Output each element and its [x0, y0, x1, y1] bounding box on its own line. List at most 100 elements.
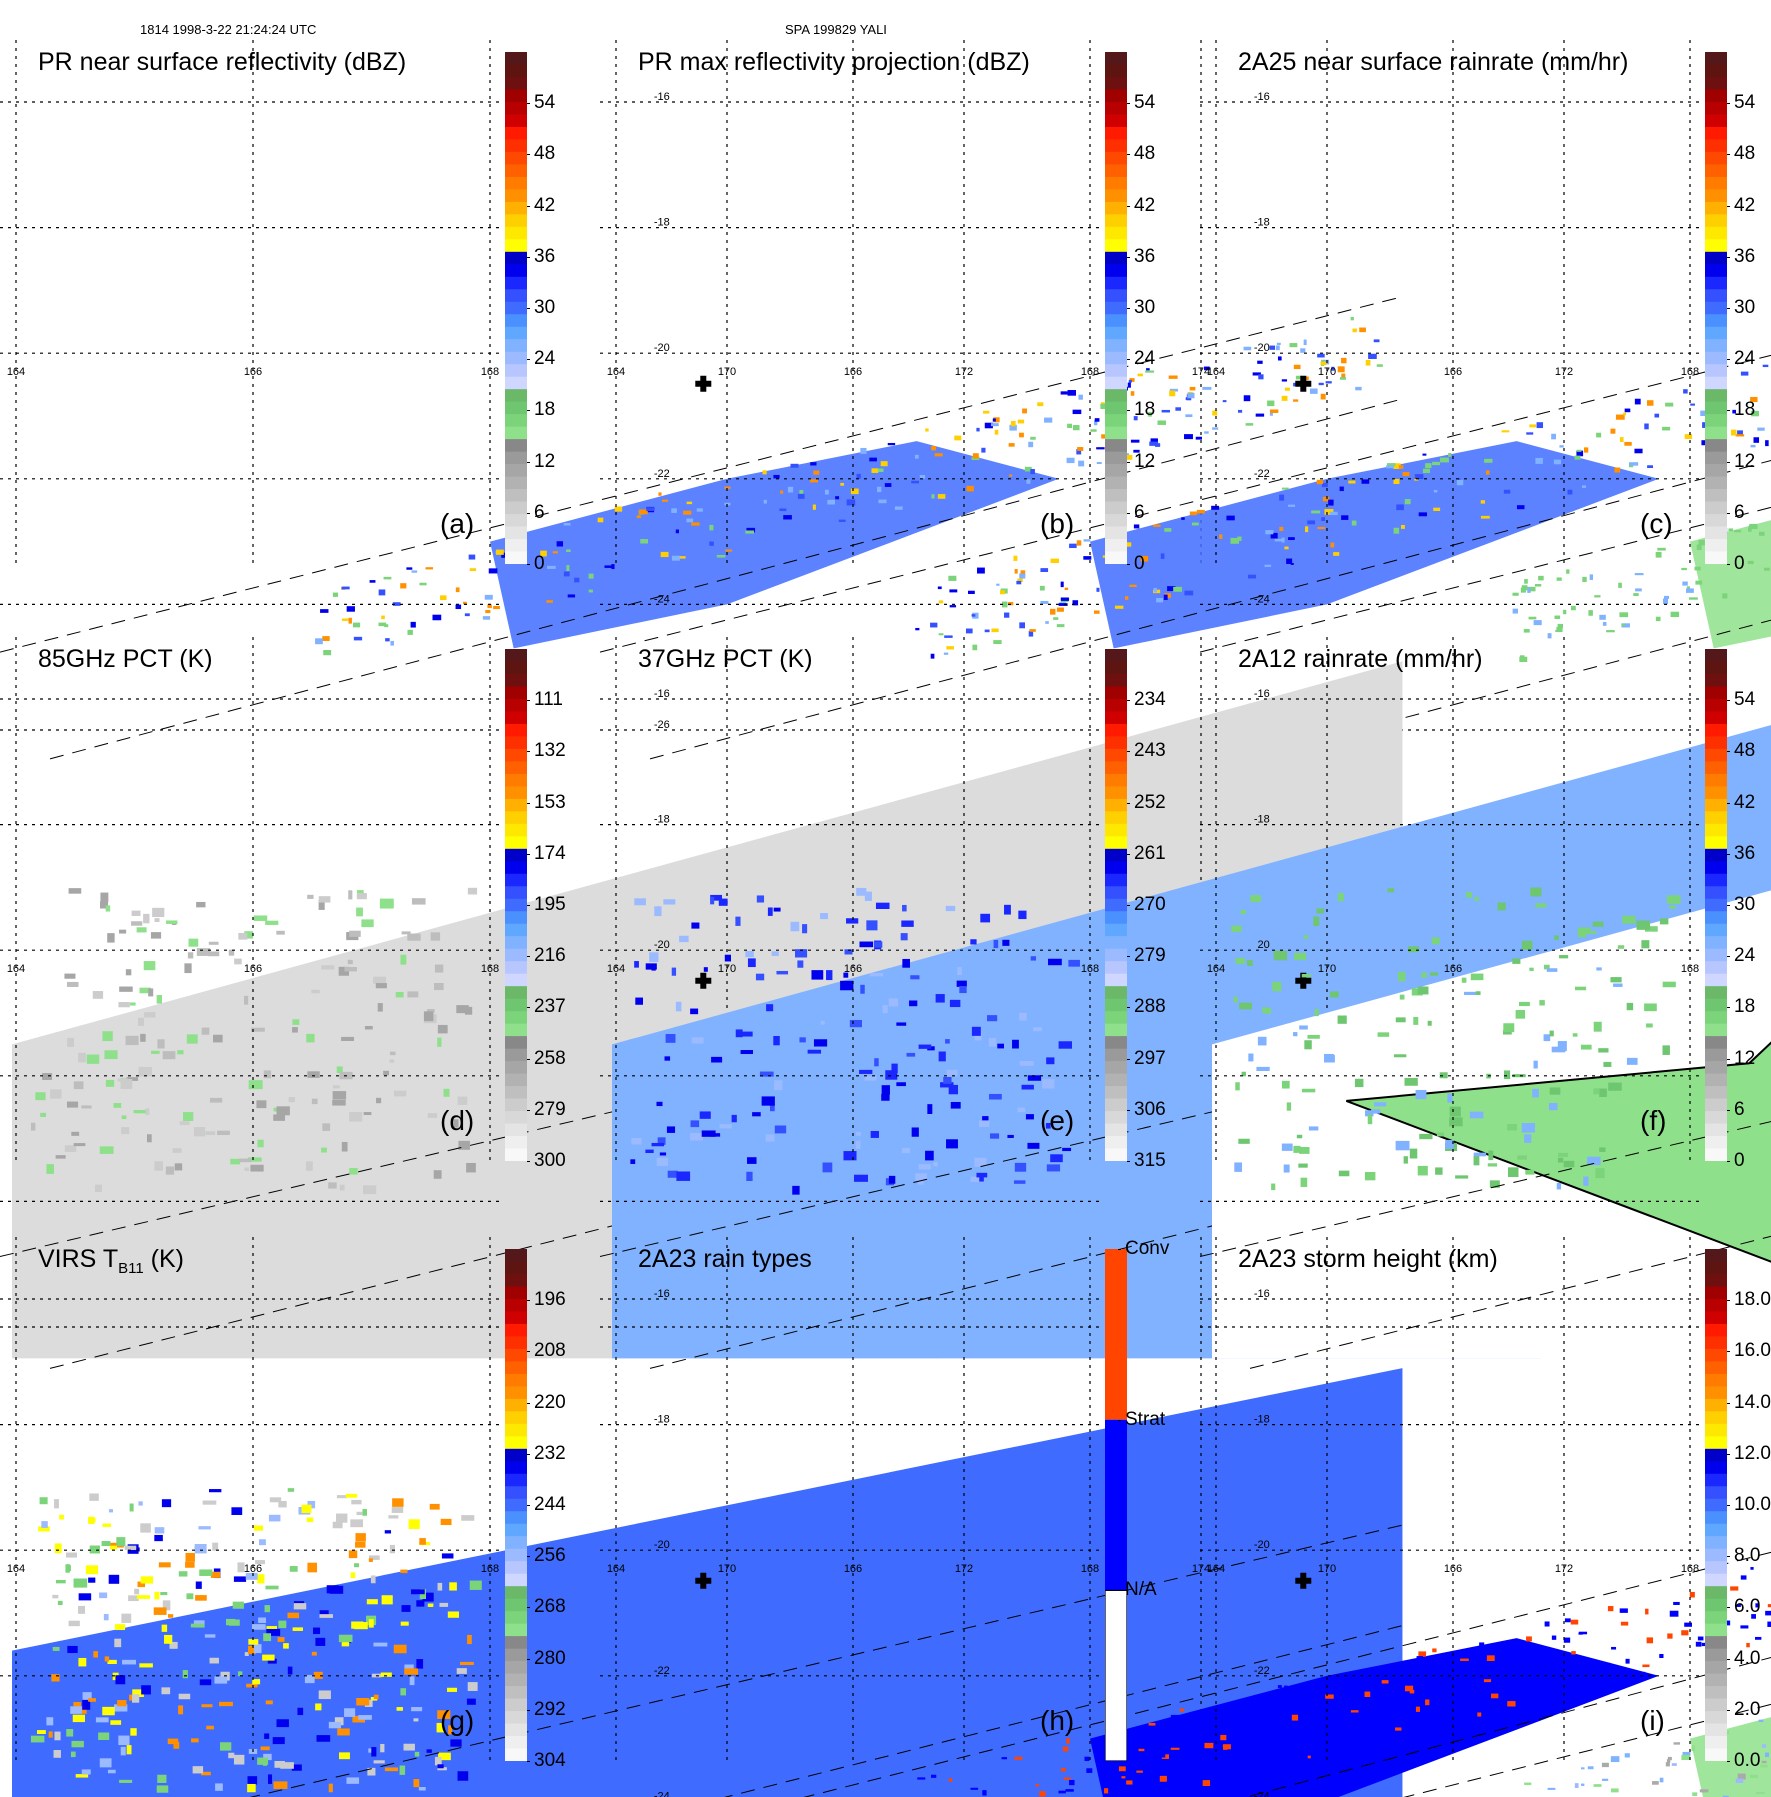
colorbar-tick-label: 232 — [527, 1442, 566, 1464]
colorbar-tick-label: 220 — [527, 1391, 566, 1413]
title-unit: (K) — [143, 1245, 184, 1273]
colorbar-tick-label: 12 — [1726, 1047, 1756, 1069]
colorbar-segment — [505, 1436, 527, 1450]
colorbar-segment — [505, 76, 527, 90]
panel-c: -16-18-20-22-24-261641661681701721742A25… — [1199, 40, 1771, 760]
colorbar-tick-label: 12 — [1126, 450, 1156, 472]
colorbar-segment — [1705, 773, 1727, 787]
colorbar-tick-label: 24 — [1726, 348, 1756, 370]
panel-letter: (c) — [1640, 508, 1673, 539]
colorbar-segment — [1705, 798, 1727, 812]
colorbar-segment — [1705, 401, 1727, 415]
panel-title: 2A23 storm height (km) — [1238, 1245, 1498, 1273]
colorbar-tick-label: 292 — [527, 1698, 566, 1720]
colorbar-segment — [505, 376, 527, 390]
colorbar-segment — [1705, 539, 1727, 553]
lon-label: 164 — [1207, 963, 1225, 975]
colorbar-category-label: Conv — [1117, 1238, 1170, 1259]
colorbar-tick-label: 14.0 — [1727, 1391, 1771, 1413]
colorbar-segment — [1105, 264, 1127, 278]
colorbar-segment — [1705, 973, 1727, 987]
colorbar-tick-label: 16.0 — [1727, 1340, 1771, 1362]
lat-label: -16 — [654, 91, 670, 103]
colorbar-segment — [1705, 1736, 1727, 1750]
colorbar-segment — [1705, 1523, 1727, 1537]
colorbar-segment — [1105, 251, 1127, 265]
colorbar-tick-label: 42 — [1726, 791, 1756, 813]
colorbar-segment — [1705, 89, 1727, 103]
colorbar-segment — [1705, 786, 1727, 800]
colorbar-segment — [505, 1086, 527, 1100]
panel-letter: (g) — [440, 1705, 475, 1736]
panel-g: -16-18-20-22-24-26164166168170172174VIRS… — [0, 1237, 1403, 1797]
lat-label: -22 — [654, 1665, 670, 1677]
colorbar-segment — [505, 1336, 527, 1350]
lon-label: 170 — [718, 963, 736, 975]
colorbar-segment — [505, 276, 527, 290]
colorbar-segment — [1105, 326, 1127, 340]
lon-label: 168 — [1681, 366, 1699, 378]
colorbar-segment — [1105, 476, 1127, 490]
colorbar-segment — [1705, 1123, 1727, 1137]
panel-letter: (i) — [1640, 1705, 1665, 1736]
colorbar-tick-label: 18.0 — [1727, 1289, 1771, 1311]
colorbar-segment — [505, 364, 527, 378]
lat-label: -22 — [1254, 468, 1270, 480]
colorbar-segment — [505, 736, 527, 750]
colorbar-segment — [1105, 786, 1127, 800]
colorbar-segment — [1705, 1073, 1727, 1087]
colorbar-segment — [1105, 736, 1127, 750]
colorbar-segment — [1105, 973, 1127, 987]
colorbar-segment — [1105, 489, 1127, 503]
colorbar-segment — [1705, 1423, 1727, 1437]
colorbar-tick-label: 54 — [526, 92, 556, 114]
colorbar-segment — [505, 514, 527, 528]
colorbar-segment — [1105, 339, 1127, 353]
storm-center-cross-icon — [695, 1572, 712, 1589]
swath-f — [1212, 887, 1771, 1359]
colorbar-segment — [1705, 898, 1727, 912]
colorbar-segment — [1705, 364, 1727, 378]
colorbar-tick-label: 268 — [527, 1596, 566, 1618]
lon-label: 168 — [1081, 366, 1099, 378]
colorbar-segment — [505, 1348, 527, 1362]
lon-label: 164 — [7, 963, 25, 975]
colorbar-segment — [1105, 836, 1127, 850]
colorbar-segment — [1105, 126, 1127, 140]
colorbar-segment — [505, 798, 527, 812]
colorbar-tick-label: 279 — [1127, 945, 1166, 967]
lat-label: -22 — [1254, 1665, 1270, 1677]
colorbar-tick-label: 208 — [527, 1340, 566, 1362]
colorbar-segment — [1105, 798, 1127, 812]
colorbar-segment — [1105, 201, 1127, 215]
lat-label: -18 — [654, 1414, 670, 1426]
colorbar-tick-label: 12 — [526, 450, 556, 472]
colorbar-segment — [1705, 1473, 1727, 1487]
colorbar-segment — [505, 52, 527, 65]
colorbar-segment — [1705, 176, 1727, 190]
colorbar-tick-label: 195 — [527, 894, 566, 915]
colorbar-segment — [505, 1486, 527, 1500]
panel-i: -16-18-20-22-24-261641661681701721742A23… — [1200, 1237, 1771, 1797]
colorbar-segment — [1105, 289, 1127, 303]
colorbar-segment — [1105, 1098, 1127, 1112]
colorbar-segment — [505, 1673, 527, 1687]
colorbar-segment — [505, 189, 527, 203]
lat-label: -18 — [1254, 1414, 1270, 1426]
lon-label: 164 — [1207, 1563, 1225, 1575]
colorbar-segment — [505, 289, 527, 303]
colorbar-segment — [1705, 189, 1727, 203]
colorbar-segment — [1705, 1386, 1727, 1400]
colorbar-segment — [1705, 1148, 1727, 1161]
colorbar-tick-label: 300 — [527, 1150, 566, 1171]
colorbar-tick-label: 18 — [526, 399, 556, 421]
colorbar-segment — [505, 1723, 527, 1737]
colorbar-segment — [1105, 1011, 1127, 1025]
colorbar-tick-label: 132 — [527, 740, 566, 762]
colorbar-segment — [1705, 1573, 1727, 1587]
colorbar-segment — [505, 898, 527, 912]
panel-letter: (d) — [440, 1105, 475, 1136]
